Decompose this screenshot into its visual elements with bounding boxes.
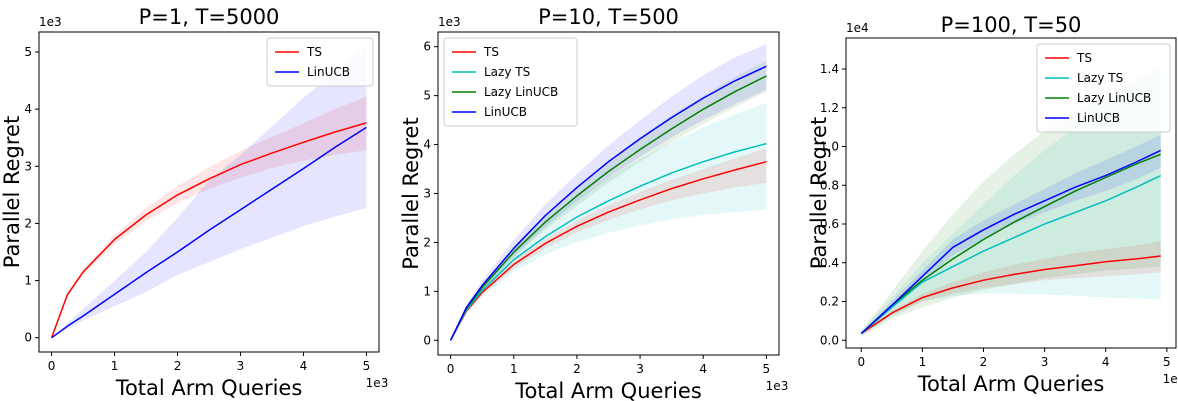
y-tick-label: 1.0 — [820, 140, 839, 154]
series-line-linucb — [449, 65, 767, 341]
x-tick-label: 0 — [48, 359, 56, 373]
plot-area — [50, 46, 367, 339]
chart-title: P=10, T=500 — [538, 5, 679, 29]
y-axis-label: Parallel Regret — [0, 116, 24, 268]
y-tick-label: 1 — [423, 284, 431, 298]
legend-box — [443, 37, 578, 127]
y-tick-label: 1.4 — [820, 62, 839, 76]
y-tick-label: 5 — [423, 89, 431, 103]
series-line-ts — [449, 160, 767, 341]
y-tick-label: 0.0 — [820, 333, 839, 347]
legend-entry: Lazy TS — [1077, 71, 1123, 85]
series-line-ts — [50, 122, 367, 338]
y-tick-label: 6 — [423, 40, 431, 54]
plot-area — [449, 44, 767, 341]
confidence-band-lazy-ts — [861, 65, 1161, 337]
x-tick-label: 5 — [763, 362, 771, 376]
chart-panel-1: 0 1 2 3 4 5 0 1 2 3 4 5 1e3 1e3 P=1, T=5000 Total Arm Q… — [0, 5, 388, 400]
y-tick-label: 5 — [24, 45, 32, 59]
y-tick-label: 1 — [24, 274, 32, 288]
chart-panel-3: 0 1 2 3 4 5 0.0 0.2 0.4 0.6 0.8 1.0 1.2 1.4 1e4 1e3 P=10… — [807, 13, 1178, 396]
y-tick-label: 0.8 — [820, 178, 839, 192]
legend-box — [266, 37, 374, 87]
x-tick-label: 5 — [363, 359, 371, 373]
y-tick-label: 0.6 — [820, 217, 839, 231]
confidence-band-linucb — [861, 134, 1161, 335]
y-tick-label: 2 — [423, 235, 431, 249]
legend: TS LinUCB — [266, 37, 374, 87]
y-tick-label: 3 — [423, 187, 431, 201]
chart-panel-2: 0 1 2 3 4 5 0 1 2 3 4 5 6 1e3 1e3 P=10, T=500 Total Arm … — [399, 5, 788, 401]
x-tick-label: 0 — [857, 355, 865, 369]
confidence-band-ts — [450, 148, 767, 341]
y-axis-multiplier: 1e3 — [39, 15, 62, 29]
y-tick-label: 4 — [24, 102, 32, 116]
y-tick-label: 2 — [24, 216, 32, 230]
confidence-band-lazy-ts — [450, 103, 767, 341]
y-axis-label: Parallel Regret — [807, 117, 831, 269]
plot-frame — [38, 31, 380, 353]
y-axis-multiplier: 1e3 — [438, 15, 461, 29]
legend-entry: LinUCB — [307, 65, 350, 79]
legend-entry: LinUCB — [1077, 111, 1120, 125]
x-tick-label: 3 — [636, 362, 644, 376]
chart-title: P=100, T=50 — [941, 13, 1082, 37]
y-tick-label: 3 — [24, 159, 32, 173]
y-axis-multiplier: 1e4 — [846, 21, 869, 35]
legend: TS Lazy TS Lazy LinUCB LinUCB — [443, 37, 578, 127]
x-axis-label: Total Arm Queries — [514, 379, 702, 401]
x-tick-label: 1 — [919, 355, 927, 369]
x-tick-label: 2 — [174, 359, 182, 373]
legend-entry: Lazy LinUCB — [484, 85, 558, 99]
confidence-band-lazy-linucb — [450, 60, 767, 341]
x-tick-label: 5 — [1163, 355, 1171, 369]
legend-entry: TS — [306, 45, 322, 59]
x-tick-label: 0 — [447, 362, 455, 376]
plot-frame — [845, 37, 1177, 349]
x-tick-label: 4 — [699, 362, 707, 376]
x-tick-label: 3 — [1041, 355, 1049, 369]
y-tick-label: 1.2 — [820, 101, 839, 115]
legend-box — [1036, 43, 1171, 133]
x-axis-multiplier: 1e3 — [1163, 372, 1178, 386]
confidence-band-lazy-linucb — [861, 67, 1161, 337]
y-tick-label: 0 — [423, 333, 431, 347]
x-tick-label: 3 — [237, 359, 245, 373]
series-line-lazy-ts — [449, 142, 767, 341]
series-line-lazy-linucb — [449, 75, 767, 341]
y-tick-label: 4 — [423, 138, 431, 152]
x-tick-label: 1 — [510, 362, 518, 376]
confidence-band-ts — [51, 96, 367, 338]
legend: TS Lazy TS Lazy LinUCB LinUCB — [1036, 43, 1171, 133]
series-line-linucb — [860, 149, 1162, 335]
chart-title: P=1, T=5000 — [139, 5, 280, 29]
confidence-band-linucb — [51, 46, 367, 338]
x-tick-label: 2 — [980, 355, 988, 369]
series-line-lazy-ts — [860, 174, 1162, 335]
legend-entry: Lazy TS — [484, 65, 530, 79]
series-line-ts — [860, 255, 1161, 335]
y-tick-label: 0 — [24, 331, 32, 345]
legend-entry: TS — [483, 45, 499, 59]
x-tick-label: 2 — [573, 362, 581, 376]
series-line-lazy-linucb — [860, 153, 1161, 335]
x-axis-multiplier: 1e3 — [366, 376, 389, 390]
legend-entry: Lazy LinUCB — [1077, 91, 1151, 105]
y-tick-label: 0.2 — [820, 295, 839, 309]
legend-entry: TS — [1076, 51, 1092, 65]
x-axis-label: Total Arm Queries — [917, 372, 1105, 396]
x-tick-label: 4 — [1102, 355, 1110, 369]
x-axis-label: Total Arm Queries — [115, 376, 303, 400]
series-line-linucb — [51, 126, 367, 339]
x-axis-multiplier: 1e3 — [766, 379, 789, 393]
plot-area — [860, 65, 1162, 337]
legend-entry: LinUCB — [484, 105, 527, 119]
x-tick-label: 4 — [300, 359, 308, 373]
y-axis-label: Parallel Regret — [399, 117, 423, 269]
x-tick-label: 1 — [111, 359, 119, 373]
y-tick-label: 0.4 — [820, 256, 839, 270]
